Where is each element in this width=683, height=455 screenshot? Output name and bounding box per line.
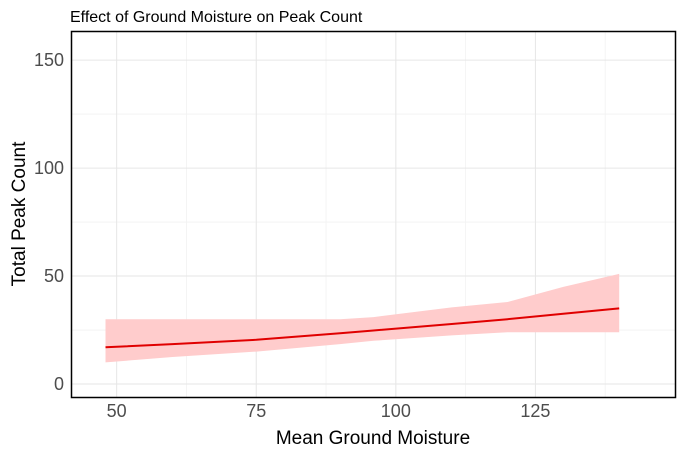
y-tick-label: 100 (34, 158, 64, 178)
chart-title: Effect of Ground Moisture on Peak Count (70, 9, 363, 26)
confidence-band (105, 273, 620, 363)
x-tick-label: 50 (107, 401, 127, 421)
fit-line (105, 307, 620, 349)
fit-line-layer (105, 307, 620, 349)
y-tick-label: 50 (44, 266, 64, 286)
x-tick-label: 125 (520, 401, 550, 421)
x-tick-label: 100 (381, 401, 411, 421)
x-tick-label: 75 (246, 401, 266, 421)
y-tick-label: 0 (54, 374, 64, 394)
plot-panel-border (70, 30, 677, 399)
y-tick-label: 150 (34, 50, 64, 70)
y-axis-label: Total Peak Count (9, 141, 30, 286)
confidence-band-layer (105, 273, 620, 363)
x-axis-label: Mean Ground Moisture (276, 428, 470, 449)
tick-labels: 50 75 100 125 0 50 100 150 (34, 50, 550, 421)
